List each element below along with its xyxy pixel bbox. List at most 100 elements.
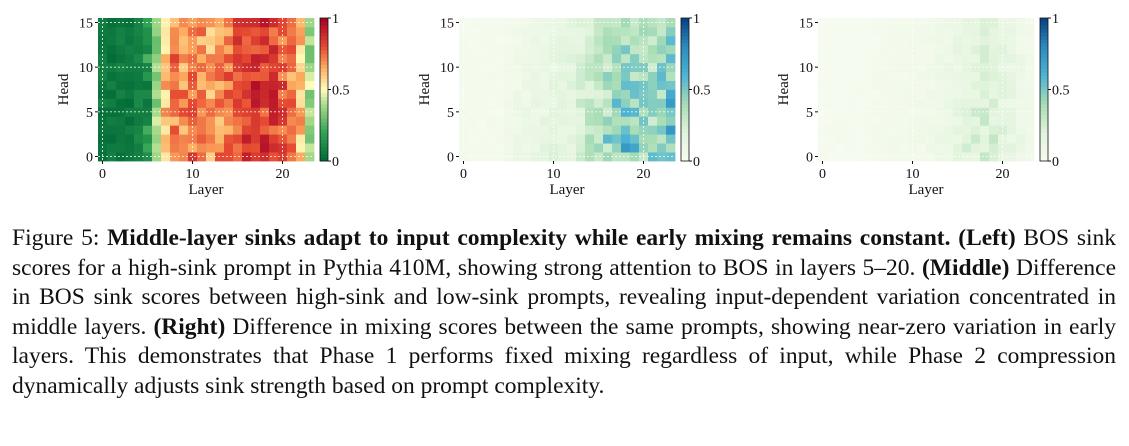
heatmap-left-cell <box>116 125 126 135</box>
colorbar-right-segment <box>1040 46 1048 51</box>
heatmap-middle-cell <box>531 71 541 81</box>
heatmap-left-cell <box>296 143 306 153</box>
heatmap-left-cell <box>152 80 162 90</box>
heatmap-left-cell <box>161 89 171 99</box>
colorbar-middle-segment <box>681 153 689 158</box>
heatmap-middle-cell <box>594 125 604 135</box>
heatmap-middle-cell <box>657 116 667 126</box>
heatmap-left-cell <box>269 62 279 73</box>
heatmap-left-cell <box>260 89 270 99</box>
heatmap-right-cell <box>881 143 891 153</box>
heatmap-left-cell <box>269 116 279 126</box>
heatmap-right-cell <box>1025 26 1035 37</box>
heatmap-left-cell <box>143 44 153 55</box>
heatmap-right-cell <box>917 89 927 99</box>
heatmap-left-cell <box>305 89 315 99</box>
heatmap-middle-ylabel: Head <box>417 73 433 105</box>
heatmap-right-cell <box>872 152 882 162</box>
heatmap-right-cell <box>989 125 999 135</box>
heatmap-middle-cell <box>567 116 577 126</box>
heatmap-right-cell <box>989 134 999 144</box>
heatmap-right-cell <box>899 89 909 99</box>
heatmap-right-cell <box>926 26 936 37</box>
heatmap-right-cell <box>971 98 981 108</box>
heatmap-left-cell <box>134 44 144 55</box>
heatmap-middle-cell <box>585 62 595 73</box>
heatmap-middle-cell <box>486 80 496 90</box>
heatmap-left-cell <box>161 44 171 55</box>
heatmap-middle-cell <box>648 44 658 55</box>
heatmap-left-cell <box>242 89 252 99</box>
heatmap-middle-cell <box>594 98 604 108</box>
heatmap-left-cell <box>143 134 153 144</box>
heatmap-left-cell <box>296 116 306 126</box>
heatmap-right-cell <box>863 98 873 108</box>
heatmap-middle-cell <box>657 18 667 28</box>
heatmap-right-cell <box>1025 143 1035 153</box>
heatmap-middle-ytick-label: 15 <box>440 16 454 31</box>
heatmap-right-cell <box>1025 62 1035 73</box>
heatmap-middle-cell <box>486 116 496 126</box>
colorbar-middle-segment <box>681 103 689 108</box>
heatmap-right-cell <box>827 89 837 99</box>
heatmap-left-cell <box>125 26 135 37</box>
heatmap-left-cell <box>107 125 117 135</box>
heatmap-middle-ytick-label: 5 <box>447 106 454 121</box>
heatmap-right-cell <box>1007 35 1017 46</box>
heatmap-left-cell <box>116 89 126 99</box>
heatmap-middle-cell <box>585 152 595 162</box>
heatmap-right-cell <box>917 125 927 135</box>
colorbar-right-segment <box>1040 121 1048 126</box>
heatmap-middle-cell <box>531 143 541 153</box>
heatmap-left-cell <box>287 26 297 37</box>
heatmap-right-cell <box>827 125 837 135</box>
heatmap-middle-cell <box>459 35 469 46</box>
heatmap-right-ytick-label: 15 <box>799 16 813 31</box>
heatmap-left-cell <box>215 71 225 81</box>
heatmap-middle-cell <box>666 125 676 135</box>
heatmap-middle-cell <box>468 80 478 90</box>
colorbar-right-tick-label: 0.5 <box>1052 84 1070 99</box>
heatmap-left-cell <box>134 98 144 108</box>
heatmap-middle-cell <box>603 71 613 81</box>
heatmap-left-cell <box>197 35 207 46</box>
heatmap-right-cell <box>1025 80 1035 90</box>
colorbar-right-segment <box>1040 146 1048 151</box>
colorbar-middle-segment <box>681 71 689 76</box>
heatmap-right-cell <box>989 89 999 99</box>
heatmap-middle-cell <box>621 125 631 135</box>
heatmap-left-cell <box>107 143 117 153</box>
heatmap-middle-cell <box>576 98 586 108</box>
heatmap-middle-cell <box>603 80 613 90</box>
colorbar-left-segment <box>320 46 328 51</box>
heatmap-right-cell <box>935 116 945 126</box>
heatmap-right-cell <box>908 152 918 162</box>
colorbar-middle-segment <box>681 28 689 33</box>
heatmap-left-cell <box>260 116 270 126</box>
heatmap-middle-cell <box>666 143 676 153</box>
heatmap-middle-cell <box>666 152 676 162</box>
heatmap-right-cell <box>917 26 927 37</box>
colorbar-middle-tick-label: 1 <box>693 12 700 27</box>
heatmap-right-cell <box>953 107 963 117</box>
heatmap-middle-cell <box>576 53 586 64</box>
colorbar-right-segment <box>1040 153 1048 158</box>
heatmap-left-cell <box>305 44 315 55</box>
heatmap-right-cell <box>854 116 864 126</box>
heatmap-right-cell <box>953 62 963 73</box>
heatmap-left-cell <box>287 89 297 99</box>
heatmap-middle-cell <box>648 98 658 108</box>
heatmap-middle-cell <box>459 44 469 55</box>
heatmap-left-cell <box>260 44 270 55</box>
heatmap-left-cell <box>260 143 270 153</box>
heatmap-middle-cell <box>630 71 640 81</box>
heatmap-left-cell <box>233 143 243 153</box>
heatmap-left-cell <box>116 143 126 153</box>
heatmap-middle-cell <box>495 134 505 144</box>
heatmap-middle-cell <box>621 89 631 99</box>
heatmap-right-cell <box>944 143 954 153</box>
heatmap-middle-cell <box>594 53 604 64</box>
heatmap-right-cell <box>1016 116 1026 126</box>
heatmap-right-cell <box>845 18 855 28</box>
heatmap-middle-cell <box>459 71 469 81</box>
